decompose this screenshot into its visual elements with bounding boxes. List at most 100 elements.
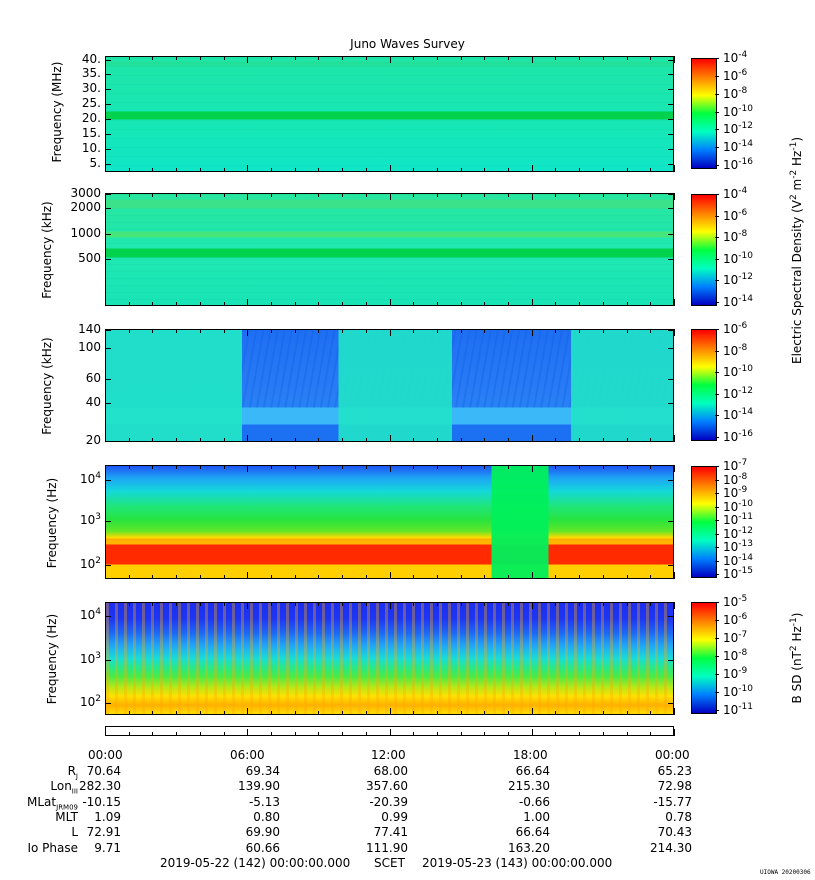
x-tick: [199, 329, 201, 333]
time-tick: [294, 732, 296, 736]
colorbar-label-base: 10: [723, 122, 739, 137]
x-tick: [128, 465, 130, 469]
y-tick-label: 100: [78, 340, 101, 354]
ephemeris-value: 70.43: [657, 825, 692, 840]
x-tick: [626, 329, 628, 333]
x-tick: [389, 329, 391, 336]
x-tick: [602, 193, 604, 197]
y-tick-label: 40.: [81, 52, 101, 66]
chart-title: Juno Waves Survey: [350, 37, 465, 51]
ephemeris-value: 66.64: [515, 825, 550, 840]
x-tick: [199, 465, 201, 469]
colorbar-label-base: 10: [723, 526, 739, 541]
colorbar-tick: [715, 329, 719, 330]
colorbar-label: 10-10: [723, 684, 753, 699]
colorbar-label: 10-11: [723, 702, 753, 717]
colorbar-label-base: 10: [723, 430, 739, 444]
colorbar-tick: [715, 466, 719, 467]
y-tick-label-base: 10: [79, 695, 96, 709]
y-tick: [105, 616, 111, 617]
x-tick: [152, 193, 154, 197]
x-tick: [223, 56, 225, 60]
x-tick: [674, 465, 675, 472]
colorbar-label: 10-15: [723, 566, 753, 581]
x-tick: [294, 575, 296, 579]
y-tick: [105, 134, 111, 135]
x-tick: [389, 56, 391, 63]
colorbar-label-exp: -10: [738, 498, 753, 509]
y-tick-label-exp: 3: [95, 651, 101, 661]
x-tick: [365, 329, 367, 333]
y-tick: [105, 208, 111, 209]
x-tick: [365, 56, 367, 60]
y-tick-label: 3000: [70, 186, 101, 200]
x-tick: [413, 329, 415, 333]
x-tick: [531, 193, 533, 200]
colorbar-label-exp: -12: [738, 385, 753, 396]
x-tick: [318, 56, 320, 60]
x-tick: [389, 165, 391, 172]
x-tick: [152, 168, 154, 172]
x-tick: [460, 193, 462, 197]
x-tick: [626, 193, 628, 197]
colorbar-label: 10-8: [723, 343, 747, 358]
time-tick: [531, 729, 533, 736]
time-tick: [176, 732, 178, 736]
colorbar-label: 10-14: [723, 294, 753, 309]
x-tick: [674, 299, 675, 306]
x-tick: [650, 465, 652, 469]
time-tick: [270, 732, 272, 736]
x-tick: [484, 302, 486, 306]
time-tick: [626, 732, 628, 736]
y-tick: [105, 194, 111, 195]
x-tick: [176, 711, 178, 715]
time-tick-label: 00:00: [88, 748, 123, 762]
spectrogram-panel-hz-electric: [105, 465, 674, 579]
y-tick: [668, 703, 674, 704]
colorbar-label-exp: -14: [738, 139, 753, 150]
ephemeris-row-label: MLatJRM09: [27, 795, 78, 811]
colorbar-tick: [715, 710, 719, 711]
x-tick: [555, 465, 557, 469]
colorbar-label: 10-8: [723, 86, 747, 101]
x-tick: [199, 711, 201, 715]
x-tick: [650, 602, 652, 606]
colorbar-label-base: 10: [723, 703, 739, 717]
x-tick: [484, 602, 486, 606]
x-tick: [105, 193, 106, 200]
colorbar-tick: [715, 258, 719, 260]
spectrogram-panel-khz-low: [105, 329, 674, 442]
colorbar-label-base: 10: [723, 273, 739, 288]
y-tick: [668, 441, 674, 442]
colorbar-tick: [715, 506, 719, 508]
colorbar-label: 10-12: [723, 526, 753, 541]
x-tick: [152, 711, 154, 715]
electric-spectral-density-label: Electric Spectral Density (V2 m-2 Hz-1): [789, 136, 804, 364]
spectrogram-panel-mhz: [105, 56, 674, 172]
ephemeris-value: 214.30: [650, 840, 692, 855]
colorbar-tick: [715, 147, 719, 149]
colorbar-label-exp: -5: [738, 594, 748, 604]
colorbar-label-exp: -8: [738, 229, 748, 240]
y-tick-label-base: 10: [79, 557, 96, 571]
x-tick: [176, 302, 178, 306]
ylabel-panel-1: Frequency (MHz): [50, 61, 64, 163]
x-tick: [342, 193, 344, 197]
x-tick: [602, 302, 604, 306]
x-tick: [247, 56, 249, 63]
x-tick: [484, 168, 486, 172]
colorbar-label-base: 10: [723, 187, 739, 201]
x-tick: [531, 602, 533, 609]
colorbar-tick: [715, 602, 719, 603]
x-tick: [460, 302, 462, 306]
colorbar-label: 10-9: [723, 485, 747, 500]
colorbar-tick: [715, 75, 719, 77]
footer-start: 2019-05-22 (142) 00:00:00.000: [160, 856, 351, 870]
x-tick: [602, 602, 604, 606]
x-tick: [626, 168, 628, 172]
colorbar-label-base: 10: [723, 667, 739, 681]
y-tick: [105, 259, 111, 260]
y-tick: [105, 74, 111, 75]
ephemeris-value: -5.13: [248, 794, 280, 809]
colorbar-label: 10-10: [723, 104, 753, 119]
